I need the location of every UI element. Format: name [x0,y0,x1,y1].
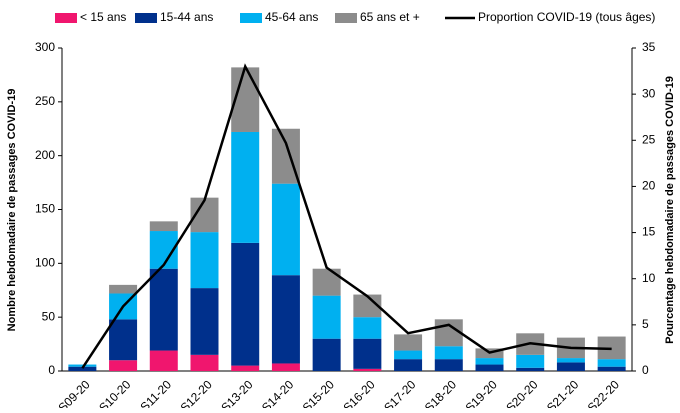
y2-tick-label: 10 [642,271,656,285]
bar-segment [312,338,341,371]
bar-segment [149,268,178,351]
x-tick-label: S15-20 [300,377,337,408]
legend-label: 65 ans et + [360,10,420,24]
bar-segment [516,354,545,368]
bar-segment [149,350,178,371]
y-tick-label: 250 [35,94,55,108]
line [81,63,612,369]
bar-segment [68,364,97,367]
y-tick-label: 300 [35,40,55,54]
legend-label: Proportion COVID-19 (tous âges) [478,10,655,24]
bar-segment [190,354,219,371]
bar-segment [190,232,219,289]
y2-axis-title: Pourcentage hebdomadaire de passages COV… [664,76,676,344]
y2-tick-label: 15 [642,225,656,239]
x-tick-label: S11-20 [138,377,175,408]
bar-segment [597,366,626,371]
bar-segment [312,268,341,296]
bar-segment [271,183,300,276]
bar-segment [475,364,504,371]
y2-tick-label: 0 [642,363,649,377]
y-axis-title: Nombre hebdomadaire de passages COVID-19 [6,89,18,332]
bar-segment [231,131,260,243]
x-tick-label: S14-20 [259,377,296,408]
y-tick-label: 150 [35,202,55,216]
legend-label: 15-44 ans [160,10,213,24]
x-tick-label: S18-20 [422,377,459,408]
bar-segment [475,358,504,365]
bar-segment [109,319,138,361]
x-tick-label: S19-20 [463,377,500,408]
x-tick-label: S12-20 [178,377,215,408]
y-tick-label: 100 [35,256,55,270]
y2-tick-label: 20 [642,179,656,193]
bar-segment [353,368,382,371]
bar-segment [190,288,219,355]
bar-segment [434,346,463,360]
bar-segment [271,275,300,364]
bar-segment [353,338,382,369]
bar-segment [149,221,178,232]
y2-tick-label: 25 [642,132,656,146]
y-tick-label: 200 [35,148,55,162]
bar-segment [353,317,382,339]
x-tick-label: S09-20 [55,377,92,408]
x-tick-label: S13-20 [218,377,255,408]
bar-segment [394,359,423,371]
bar-segment [312,295,341,339]
y-tick-label: 50 [42,309,56,323]
bar-segment [231,365,260,371]
legend-swatch [55,13,77,23]
y2-tick-label: 5 [642,317,649,331]
legend-swatch [240,13,262,23]
bar-segment [271,363,300,371]
bar-segment [353,294,382,318]
bar-segment [394,334,423,351]
x-tick-label: S17-20 [381,377,418,408]
y2-tick-label: 35 [642,40,656,54]
bar-segment [516,367,545,371]
bar-segment [597,359,626,367]
bar-segment [556,358,585,363]
x-tick-label: S20-20 [503,377,540,408]
legend-label: < 15 ans [80,10,126,24]
x-tick-label: S22-20 [585,377,622,408]
bar-segment [109,360,138,371]
bar-segment [68,366,97,371]
bar-segment [394,350,423,360]
legend-swatch [135,13,157,23]
bar-segment [434,359,463,371]
bar-segment [556,362,585,371]
legend-label: 45-64 ans [265,10,318,24]
bar-segment [109,284,138,294]
y2-tick-label: 30 [642,86,656,100]
legend-swatch [335,13,357,23]
x-tick-label: S10-20 [96,377,133,408]
x-tick-label: S16-20 [340,377,377,408]
bar-segment [231,242,260,366]
x-tick-label: S21-20 [544,377,581,408]
y-tick-label: 0 [48,363,55,377]
